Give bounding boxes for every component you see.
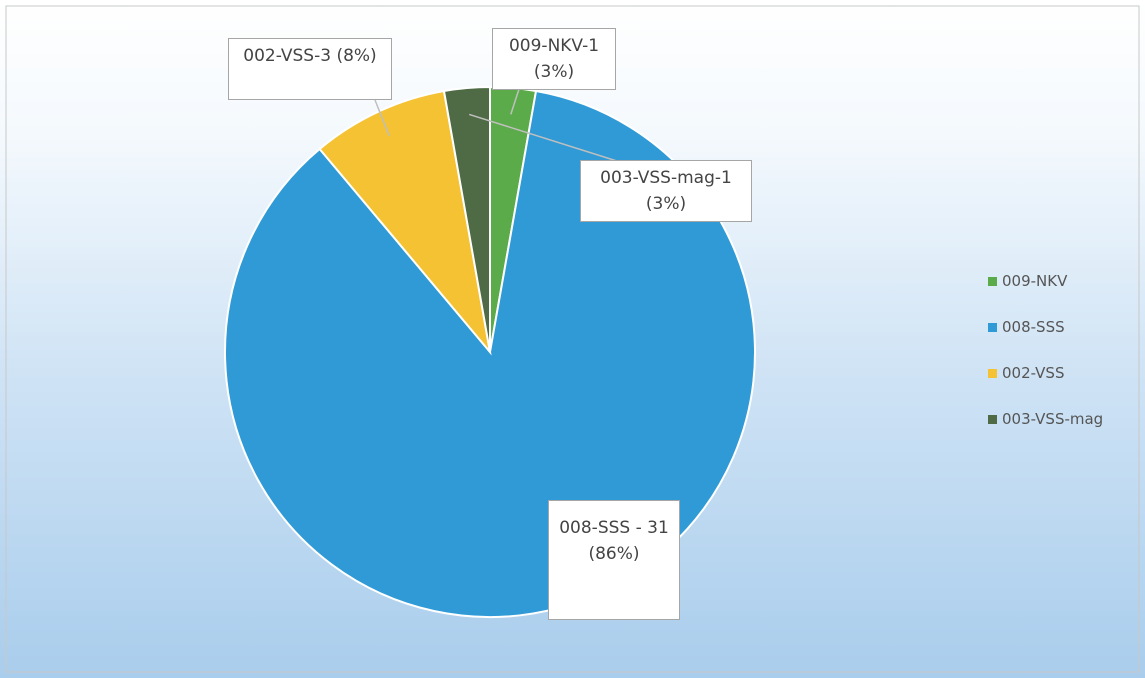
data-label: 009-NKV-1 (3%) [492, 28, 616, 90]
legend-label: 002-VSS [1002, 364, 1065, 382]
leader-line [374, 99, 390, 137]
legend-label: 003-VSS-mag [1002, 410, 1104, 428]
chart-border [5, 5, 1140, 673]
data-label: 002-VSS-3 (8%) [228, 38, 392, 100]
legend-swatch [988, 322, 997, 332]
legend-label: 008-SSS [1002, 318, 1065, 336]
legend-item: 009-NKV [988, 272, 1067, 290]
legend-item: 002-VSS [988, 364, 1064, 382]
pie-slice [318, 89, 492, 356]
legend-swatch [988, 414, 997, 424]
legend-swatch [988, 368, 997, 378]
legend-item: 008-SSS [988, 318, 1065, 336]
pie-slice [442, 85, 491, 353]
data-label: 003-VSS-mag-1 (3%) [580, 160, 752, 222]
legend-swatch [988, 276, 997, 286]
legend-item: 003-VSS-mag [988, 410, 1103, 428]
leader-line [468, 113, 621, 163]
leader-line [510, 85, 521, 115]
legend-label: 009-NKV [1002, 272, 1068, 290]
data-label: 008-SSS - 31 (86%) [548, 500, 680, 620]
